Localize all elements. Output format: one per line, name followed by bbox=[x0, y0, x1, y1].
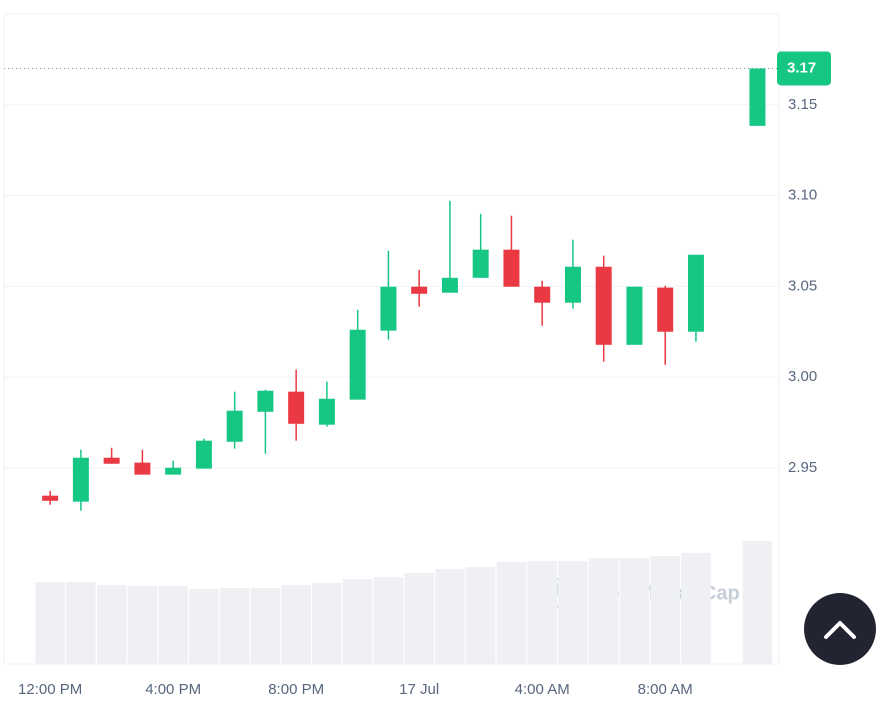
candle-body bbox=[288, 391, 305, 424]
volume-bar bbox=[35, 582, 65, 664]
candle-body bbox=[318, 398, 335, 425]
x-tick-label: 8:00 AM bbox=[638, 681, 693, 698]
candle-body bbox=[749, 68, 766, 126]
volume-bar bbox=[588, 558, 619, 664]
x-tick-label: 17 Jul bbox=[399, 681, 439, 698]
current-price-label: 3.17 bbox=[787, 59, 816, 76]
candle-body bbox=[534, 286, 551, 303]
candle-body bbox=[380, 286, 397, 331]
candle-body bbox=[42, 495, 59, 501]
volume-bar bbox=[404, 573, 434, 664]
volume-bar bbox=[250, 588, 281, 664]
volume-bar bbox=[219, 588, 250, 664]
candle-body bbox=[441, 277, 458, 293]
volume-bar bbox=[342, 579, 373, 664]
volume-bar bbox=[435, 569, 465, 664]
candle-body bbox=[134, 462, 151, 475]
candle-body bbox=[564, 266, 581, 303]
y-tick-label: 3.05 bbox=[788, 277, 817, 294]
volume-bar bbox=[96, 585, 127, 664]
x-tick-label: 4:00 PM bbox=[145, 681, 201, 698]
candle-body bbox=[411, 286, 428, 294]
candle-body bbox=[595, 266, 612, 345]
volume-bar bbox=[281, 585, 311, 664]
volume-bar bbox=[619, 558, 650, 664]
x-tick-label: 4:00 AM bbox=[515, 681, 570, 698]
volume-bar bbox=[558, 561, 588, 664]
y-tick-label: 3.00 bbox=[788, 368, 817, 385]
candle-body bbox=[349, 329, 366, 400]
y-tick-label: 3.15 bbox=[788, 96, 817, 113]
candle-body bbox=[72, 457, 89, 502]
volume-bar bbox=[681, 553, 711, 664]
volume-bar bbox=[312, 583, 342, 664]
volume-bar bbox=[527, 561, 557, 664]
y-tick-label: 3.10 bbox=[788, 187, 817, 204]
scroll-top-button[interactable] bbox=[804, 593, 876, 665]
candle-body bbox=[472, 249, 489, 278]
candle-body bbox=[165, 467, 182, 475]
candle-body bbox=[626, 286, 643, 345]
volume-bar bbox=[66, 582, 96, 664]
volume-bar bbox=[373, 577, 404, 664]
candle-body bbox=[687, 254, 704, 332]
candle-body bbox=[257, 390, 274, 412]
y-tick-label: 2.95 bbox=[788, 459, 817, 476]
price-tag bbox=[777, 51, 831, 86]
x-tick-label: 12:00 PM bbox=[18, 681, 82, 698]
candle-body bbox=[657, 287, 674, 332]
volume-bar bbox=[465, 567, 496, 664]
volume-bar bbox=[127, 586, 158, 664]
volume-bar bbox=[650, 556, 680, 664]
volume-bar bbox=[189, 589, 219, 664]
candle-body bbox=[226, 410, 243, 442]
candle-body bbox=[503, 249, 520, 287]
volume-bar bbox=[158, 586, 188, 664]
candle-body bbox=[103, 457, 120, 464]
x-tick-label: 8:00 PM bbox=[268, 681, 324, 698]
candle-body bbox=[195, 440, 212, 469]
volume-bar bbox=[742, 541, 773, 664]
volume-bar bbox=[496, 562, 527, 664]
